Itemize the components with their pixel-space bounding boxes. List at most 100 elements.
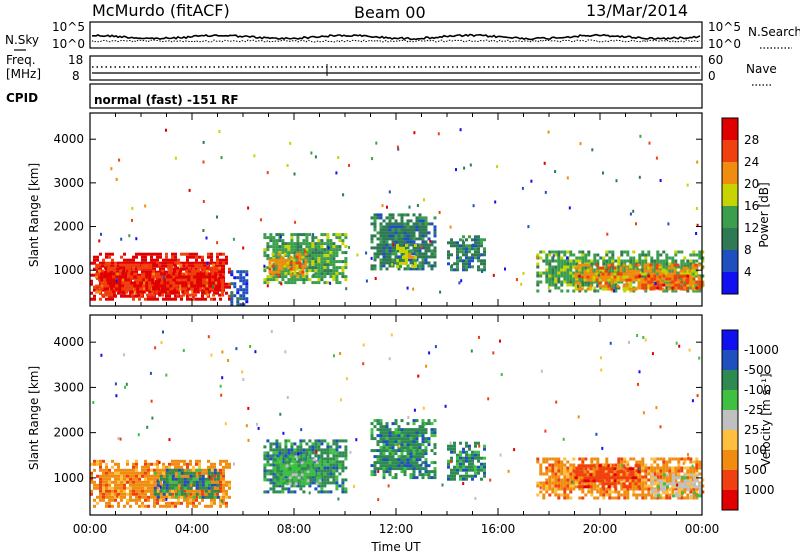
scatter-cell xyxy=(548,484,552,488)
scatter-cell xyxy=(156,468,159,472)
scatter-cell xyxy=(382,234,386,238)
scatter-cell xyxy=(341,460,345,464)
scatter-cell xyxy=(597,273,600,277)
scatter-cell xyxy=(155,275,159,279)
scatter-cell xyxy=(132,267,135,271)
scatter-cell xyxy=(115,279,118,283)
scatter-cell xyxy=(527,225,530,229)
scatter-cell xyxy=(296,481,300,485)
scatter-cell xyxy=(320,454,324,458)
scatter-cell xyxy=(421,461,425,465)
scatter-cell xyxy=(199,284,203,288)
scatter-cell xyxy=(156,297,159,301)
scatter-cell xyxy=(219,261,222,265)
scatter-cell xyxy=(138,489,141,493)
scatter-cell xyxy=(198,261,201,265)
scatter-cell xyxy=(295,264,299,268)
scatter-cell xyxy=(225,501,228,505)
noise-left-tick-top: 10^5 xyxy=(52,20,85,34)
scatter-cell xyxy=(408,205,411,209)
scatter-cell xyxy=(400,258,404,262)
scatter-cell xyxy=(290,239,294,243)
scatter-cell xyxy=(595,278,599,282)
scatter-cell xyxy=(190,281,194,285)
scatter-cell xyxy=(406,449,410,453)
scatter-cell xyxy=(686,280,690,284)
scatter-cell xyxy=(574,287,578,291)
scatter-cell xyxy=(682,259,685,263)
scatter-cell xyxy=(373,419,377,423)
scatter-cell xyxy=(323,233,327,237)
scatter-cell xyxy=(430,252,434,256)
scatter-cell xyxy=(385,446,389,450)
scatter-cell xyxy=(412,428,416,432)
scatter-cell xyxy=(299,451,303,455)
scatter-cell xyxy=(179,269,183,273)
scatter-cell xyxy=(105,468,108,472)
scatter-cell xyxy=(453,441,456,445)
scatter-cell xyxy=(210,258,213,262)
scatter-cell xyxy=(433,434,437,438)
scatter-cell xyxy=(135,471,138,475)
scatter-cell xyxy=(557,487,561,491)
scatter-cell xyxy=(575,262,579,266)
scatter-cell xyxy=(658,263,662,267)
scatter-cell xyxy=(163,281,167,285)
scatter-cell xyxy=(300,461,304,465)
scatter-cell xyxy=(206,293,210,297)
scatter-cell xyxy=(462,268,465,272)
scatter-cell xyxy=(385,461,389,465)
scatter-cell xyxy=(418,234,422,238)
power-data-layer xyxy=(90,128,705,307)
scatter-cell xyxy=(433,473,437,477)
scatter-cell xyxy=(608,256,612,260)
scatter-cell xyxy=(102,288,105,292)
scatter-cell xyxy=(462,459,465,463)
scatter-cell xyxy=(388,243,392,247)
scatter-cell xyxy=(691,269,695,273)
scatter-cell xyxy=(581,271,585,275)
scatter-cell xyxy=(197,269,201,273)
scatter-cell xyxy=(171,468,175,472)
scatter-cell xyxy=(332,233,336,237)
scatter-cell xyxy=(278,248,282,252)
scatter-cell xyxy=(93,294,96,298)
scatter-cell xyxy=(646,278,650,282)
scatter-cell xyxy=(335,248,339,252)
scatter-cell xyxy=(195,471,198,475)
scatter-cell xyxy=(271,270,275,274)
scatter-cell xyxy=(592,275,596,279)
scatter-cell xyxy=(400,216,404,220)
scatter-cell xyxy=(297,470,301,474)
scatter-cell xyxy=(105,471,108,475)
scatter-cell xyxy=(130,287,134,291)
scatter-cell xyxy=(317,472,321,476)
scatter-cell xyxy=(332,242,336,246)
scatter-cell xyxy=(602,490,606,494)
scatter-cell xyxy=(221,287,225,291)
scatter-cell xyxy=(406,443,410,447)
scatter-cell xyxy=(305,442,309,446)
scatter-cell xyxy=(317,484,321,488)
scatter-cell xyxy=(427,419,431,423)
scatter-cell xyxy=(296,484,300,488)
scatter-cell xyxy=(695,283,699,287)
scatter-cell xyxy=(638,253,642,257)
scatter-cell xyxy=(468,465,471,469)
scatter-cell xyxy=(219,483,222,487)
scatter-cell xyxy=(379,222,383,226)
scatter-cell xyxy=(397,458,401,462)
scatter-cell xyxy=(659,179,662,182)
scatter-cell xyxy=(433,419,437,423)
scatter-cell xyxy=(198,495,202,499)
scatter-cell xyxy=(400,234,404,238)
scatter-cell xyxy=(474,441,477,445)
scatter-cell xyxy=(581,487,585,491)
scatter-cell xyxy=(100,287,104,291)
scatter-cell xyxy=(634,269,638,273)
scatter-cell xyxy=(566,268,570,272)
scatter-cell xyxy=(279,235,282,239)
scatter-cell xyxy=(219,471,222,475)
scatter-cell xyxy=(225,489,228,493)
scatter-cell xyxy=(590,457,594,461)
